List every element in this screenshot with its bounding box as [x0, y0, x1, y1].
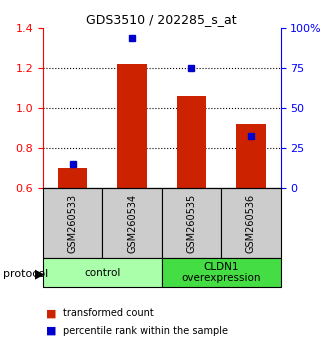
- Text: CLDN1
overexpression: CLDN1 overexpression: [182, 262, 261, 284]
- Bar: [162, 188, 221, 258]
- Bar: [177, 96, 206, 188]
- Bar: [102, 188, 162, 258]
- Text: ▶: ▶: [35, 268, 44, 281]
- Text: GSM260535: GSM260535: [186, 193, 196, 253]
- Text: control: control: [84, 268, 120, 278]
- Text: transformed count: transformed count: [63, 308, 153, 318]
- Text: ■: ■: [46, 326, 57, 336]
- Text: GSM260533: GSM260533: [68, 193, 78, 253]
- Text: ■: ■: [46, 308, 57, 318]
- Text: GSM260536: GSM260536: [246, 193, 256, 253]
- Bar: [43, 188, 102, 258]
- Bar: [236, 124, 266, 188]
- Bar: [221, 188, 280, 258]
- Bar: [162, 258, 280, 287]
- Text: percentile rank within the sample: percentile rank within the sample: [63, 326, 228, 336]
- Bar: [58, 168, 87, 188]
- Bar: [43, 258, 162, 287]
- Text: GSM260534: GSM260534: [127, 193, 137, 253]
- Bar: [117, 64, 147, 188]
- Text: protocol: protocol: [3, 269, 49, 279]
- Title: GDS3510 / 202285_s_at: GDS3510 / 202285_s_at: [86, 13, 237, 26]
